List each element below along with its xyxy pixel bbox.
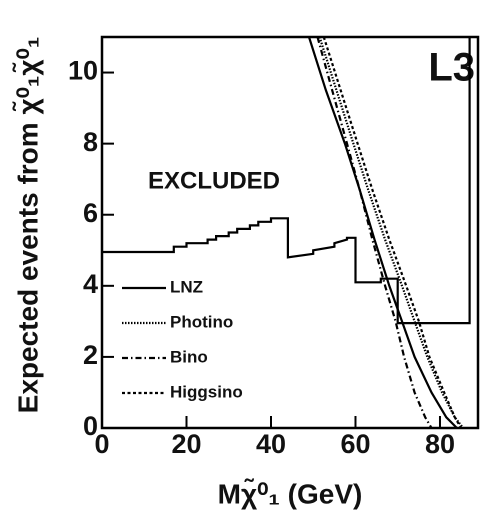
legend-label: LNZ	[170, 277, 203, 296]
y-tick-label: 10	[68, 56, 98, 86]
plot-frame	[100, 35, 480, 430]
x-tick-label: 80	[425, 429, 455, 459]
y-tick-label: 8	[83, 127, 98, 157]
legend-label: Photino	[170, 312, 233, 331]
series-line	[307, 36, 458, 429]
x-tick-label: 0	[94, 429, 109, 459]
legend-label: Bino	[170, 347, 208, 366]
y-tick-label: 4	[83, 269, 98, 299]
annotation: EXCLUDED	[148, 167, 280, 194]
x-axis-label: Mχ̃⁰₁ (GeV)	[218, 478, 363, 509]
y-axis-label: Expected events from χ̃⁰₁χ̃⁰₁	[12, 37, 43, 414]
y-tick-label: 2	[83, 340, 98, 370]
series-line	[318, 36, 465, 429]
x-tick-label: 60	[340, 429, 370, 459]
series-line	[316, 36, 433, 429]
y-tick-label: 6	[83, 198, 98, 228]
y-tick-label: 0	[83, 411, 98, 441]
x-tick-label: 20	[171, 429, 201, 459]
corner-label: L3	[428, 46, 475, 90]
series-line	[322, 36, 463, 429]
limit-line	[102, 37, 471, 325]
x-tick-label: 40	[256, 429, 286, 459]
legend-label: Higgsino	[170, 382, 243, 401]
